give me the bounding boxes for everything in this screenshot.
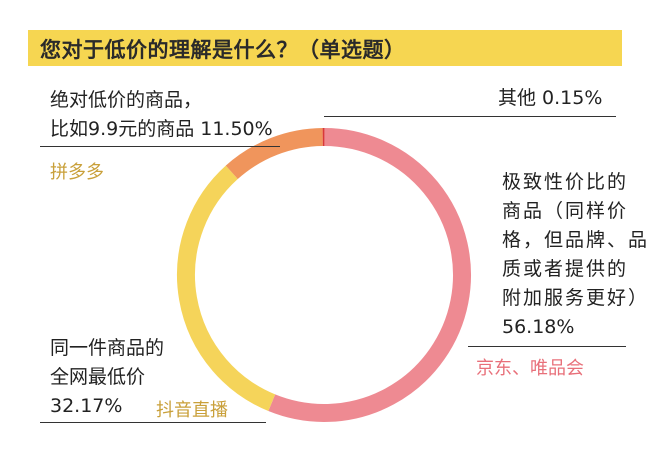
label-value: 极致性价比的 商品（同样价 格，但品牌、品 质或者提供的 附加服务更好） 56.… <box>502 168 649 342</box>
label-other: 其他 0.15% <box>498 84 602 113</box>
chart-title: 您对于低价的理解是什么？（单选题） <box>40 38 406 62</box>
label-low-price: 绝对低价的商品， 比如9.9元的商品 11.50% <box>50 86 273 144</box>
platform-douyin: 抖音直播 <box>156 400 228 421</box>
label-value-line5: 附加服务更好） <box>502 287 650 309</box>
slice-value-for-money <box>268 128 471 422</box>
label-value-pct: 56.18% <box>502 316 575 338</box>
label-lowest-pct: 32.17% <box>50 395 123 417</box>
platform-jd-vip: 京东、唯品会 <box>476 358 584 379</box>
label-low-price-line1: 绝对低价的商品， <box>50 89 203 111</box>
label-lowest-line2: 全网最低价 <box>50 366 146 388</box>
donut-slices <box>177 127 471 422</box>
label-value-line4: 质或者提供的 <box>502 258 629 280</box>
leader-line-lowest <box>40 422 266 423</box>
leader-line-low-price <box>40 146 280 147</box>
label-value-line2: 商品（同样价 <box>502 200 629 222</box>
label-lowest-line1: 同一件商品的 <box>50 337 165 359</box>
label-value-line3: 格，但品牌、品 <box>502 229 650 251</box>
label-value-line1: 极致性价比的 <box>502 171 629 193</box>
title-bar <box>28 30 622 66</box>
label-other-text: 其他 0.15% <box>498 87 603 109</box>
leader-line-value <box>468 346 626 347</box>
label-low-price-line2: 比如9.9元的商品 11.50% <box>50 118 273 140</box>
slice-lowest-price <box>177 165 276 412</box>
leader-line-other <box>324 116 616 117</box>
platform-pdd: 拼多多 <box>50 162 104 183</box>
label-lowest: 同一件商品的 全网最低价 32.17% <box>50 334 164 421</box>
